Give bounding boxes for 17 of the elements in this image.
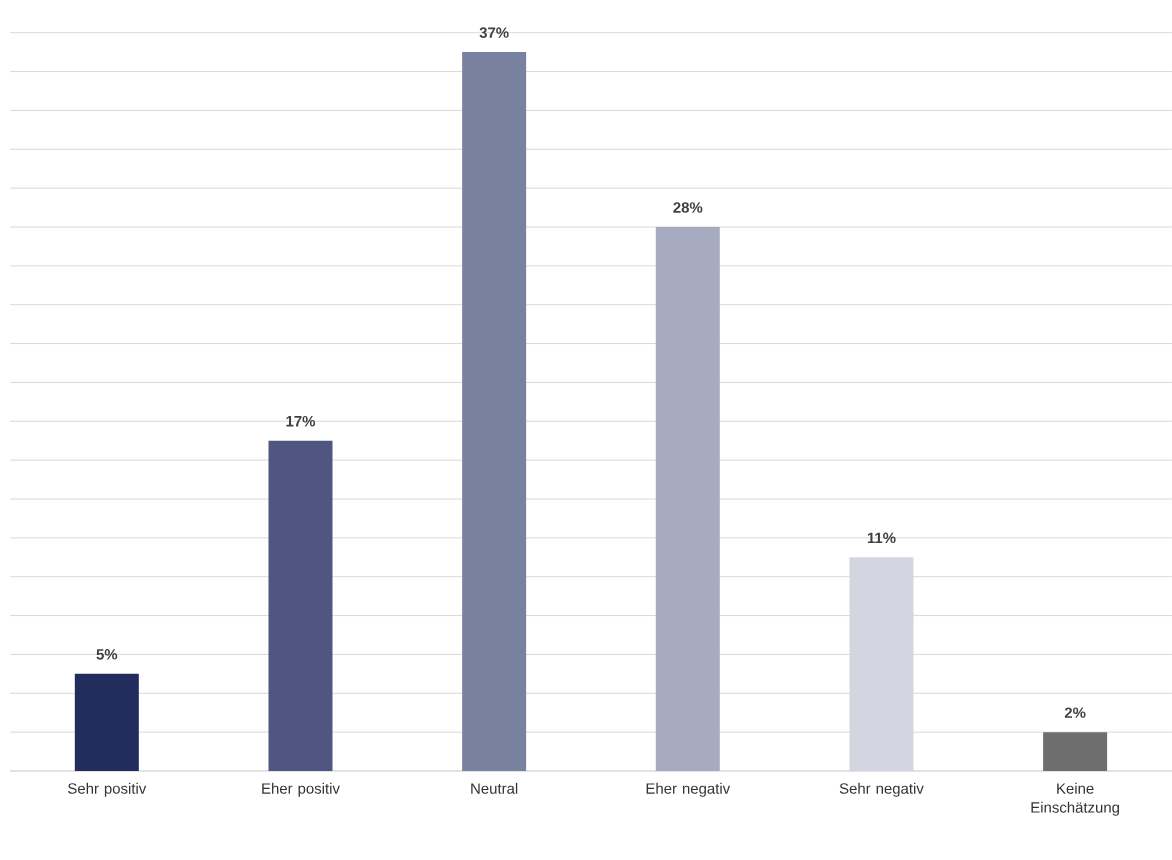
bar	[1043, 732, 1108, 771]
data-label: 11%	[867, 532, 896, 544]
data-label: 5%	[96, 649, 118, 660]
data-label: 17%	[286, 416, 316, 427]
x-tick-label: Eher positiv	[262, 782, 340, 797]
data-label: 28%	[673, 202, 703, 213]
x-tick-label: Sehr positiv	[68, 782, 147, 797]
data-label: 2%	[1064, 707, 1086, 718]
x-tick-label: Neutral	[471, 782, 518, 794]
bar	[655, 226, 720, 771]
data-label: 37%	[479, 27, 509, 38]
bar	[462, 52, 527, 771]
x-tick-label: Eher negativ	[646, 782, 731, 797]
x-tick-label: Keine Einschätzung	[1031, 782, 1119, 816]
bar	[74, 673, 139, 771]
bar	[268, 440, 333, 771]
x-tick-label: Sehr negativ	[839, 782, 924, 797]
